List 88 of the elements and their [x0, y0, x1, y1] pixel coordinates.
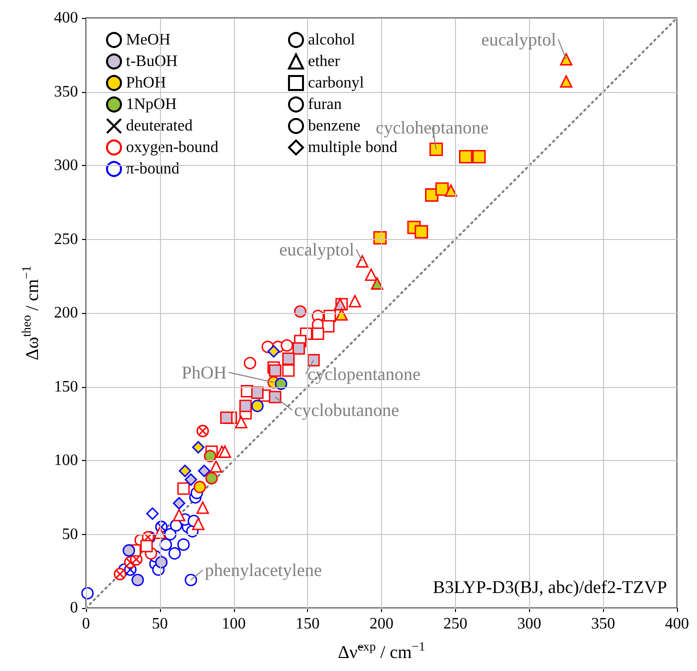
point: [168, 547, 181, 560]
y-tick-label: 400: [54, 10, 78, 26]
point: [312, 327, 324, 340]
legend-label: ether: [308, 53, 341, 70]
y-axis-title: Δωtheo / cm−1: [20, 266, 42, 360]
annotation: B3LYP-D3(BJ, abc)/def2-TZVP: [432, 577, 668, 597]
point: [184, 574, 198, 586]
point: [444, 184, 458, 197]
point: [560, 75, 572, 88]
point: [140, 540, 153, 552]
point: [177, 482, 190, 495]
legend-label: PhOH: [126, 74, 166, 92]
point: [132, 574, 144, 586]
y-tick-label: 350: [54, 83, 78, 100]
point: [292, 342, 305, 355]
y-tick-label: 200: [54, 304, 78, 322]
x-tick-label: 0: [82, 616, 90, 632]
point: [268, 364, 282, 377]
y-tick-label: 150: [54, 378, 78, 396]
legend-label: MeOH: [126, 32, 171, 48]
legend-label: 1NpOH: [126, 96, 178, 113]
legend-label: oxygen-bound: [126, 139, 218, 156]
point: [178, 464, 192, 478]
annotation: cyclopentanone: [308, 364, 420, 384]
point: [239, 400, 252, 412]
point: [274, 378, 288, 390]
point: [307, 354, 320, 366]
point: [122, 544, 136, 557]
legend-label: furan: [308, 96, 342, 113]
point: [192, 518, 204, 530]
x-tick-label: 150: [296, 616, 320, 632]
point: [198, 464, 210, 478]
legend-label: t-BuOH: [126, 53, 178, 70]
x-tick-label: 50: [152, 616, 168, 632]
point: [560, 53, 572, 66]
point: [459, 150, 472, 164]
point: [146, 507, 159, 520]
y-tick-label: 250: [54, 230, 78, 248]
point: [280, 339, 294, 352]
point: [251, 400, 264, 412]
annotation: PhOH: [182, 362, 227, 382]
y-tick-label: 300: [54, 157, 78, 174]
point: [414, 225, 428, 239]
point: [251, 386, 264, 399]
point: [267, 345, 280, 358]
point: [472, 150, 486, 164]
point: [205, 472, 218, 484]
point: [220, 412, 233, 424]
point: [268, 390, 282, 404]
annotation: cycloheptanone: [376, 117, 489, 138]
point: [81, 587, 94, 600]
annotation: eucalyptol: [481, 29, 556, 50]
x-tick-label: 400: [665, 616, 689, 632]
x-tick-label: 200: [370, 616, 394, 632]
annotation: eucalyptol: [279, 239, 354, 260]
point: [194, 480, 206, 494]
point: [204, 450, 216, 462]
point: [356, 255, 368, 268]
annotation: cyclobutanone: [294, 400, 400, 420]
legend-label: carbonyl: [308, 74, 365, 92]
point: [335, 308, 348, 321]
point: [282, 352, 295, 365]
annotation: phenylacetylene: [204, 560, 322, 580]
y-tick-label: 100: [54, 452, 78, 469]
point: [370, 277, 384, 290]
point: [177, 538, 190, 551]
point: [218, 445, 232, 458]
x-tick-label: 250: [443, 616, 468, 632]
legend-label: deuterated: [126, 118, 193, 134]
point: [155, 556, 168, 568]
point: [172, 508, 186, 522]
point: [184, 473, 198, 486]
point: [294, 305, 306, 318]
legend-label: benzene: [308, 118, 360, 134]
legend-label: alcohol: [308, 32, 356, 48]
point: [192, 441, 204, 454]
y-tick-label: 0: [70, 600, 78, 616]
point: [172, 497, 186, 510]
y-tick-label: 50: [62, 526, 78, 543]
point: [435, 182, 449, 196]
legend-label: multiple bond: [308, 139, 398, 156]
x-tick-label: 100: [222, 616, 246, 632]
x-tick-label: 300: [517, 616, 542, 632]
legend-label: π-bound: [126, 160, 180, 178]
point: [282, 364, 295, 377]
point: [429, 142, 443, 156]
x-tick-label: 350: [591, 616, 616, 632]
point: [160, 538, 172, 551]
